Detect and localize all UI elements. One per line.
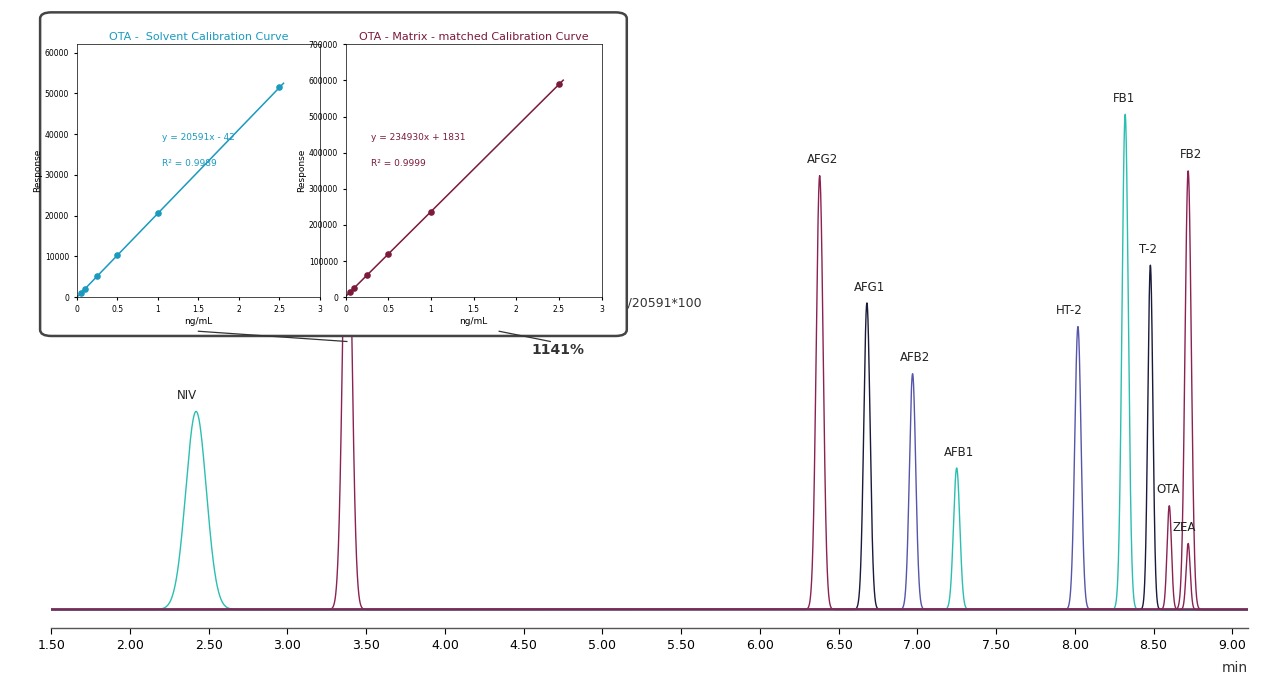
FancyBboxPatch shape bbox=[40, 12, 627, 336]
Text: R² = 0.9999: R² = 0.9999 bbox=[371, 158, 426, 168]
Text: min: min bbox=[1222, 661, 1248, 675]
Point bbox=[378, 249, 398, 260]
Y-axis label: Response: Response bbox=[33, 149, 42, 193]
X-axis label: ng/mL: ng/mL bbox=[184, 316, 212, 326]
Text: R² = 0.9989: R² = 0.9989 bbox=[161, 158, 216, 168]
Text: y = 234930x + 1831: y = 234930x + 1831 bbox=[371, 133, 466, 143]
Point bbox=[269, 82, 289, 93]
Text: AFB1: AFB1 bbox=[945, 445, 974, 458]
Text: AFG1: AFG1 bbox=[854, 281, 886, 294]
Point bbox=[339, 287, 360, 298]
Point bbox=[549, 79, 570, 90]
Point bbox=[74, 283, 95, 294]
Text: AFB2: AFB2 bbox=[900, 351, 931, 364]
Title: OTA - Matrix - matched Calibration Curve: OTA - Matrix - matched Calibration Curve bbox=[358, 32, 589, 42]
Text: DON: DON bbox=[334, 115, 362, 128]
Text: AFG2: AFG2 bbox=[808, 153, 838, 166]
Text: FB2: FB2 bbox=[1180, 148, 1202, 161]
Point bbox=[87, 271, 108, 282]
Title: OTA -  Solvent Calibration Curve: OTA - Solvent Calibration Curve bbox=[109, 32, 288, 42]
Point bbox=[108, 250, 128, 261]
Point bbox=[357, 270, 378, 281]
Text: ZEA: ZEA bbox=[1172, 521, 1196, 534]
Text: NIV: NIV bbox=[177, 389, 197, 402]
Y-axis label: Response: Response bbox=[297, 149, 306, 193]
Text: ME% = 234930/20591*100: ME% = 234930/20591*100 bbox=[531, 296, 703, 309]
Point bbox=[70, 288, 91, 298]
Point bbox=[421, 206, 442, 217]
Text: FB1: FB1 bbox=[1112, 92, 1135, 105]
Text: T-2: T-2 bbox=[1139, 242, 1157, 256]
Point bbox=[344, 283, 365, 294]
Text: 1141%: 1141% bbox=[531, 343, 585, 357]
X-axis label: ng/mL: ng/mL bbox=[460, 316, 488, 326]
Text: OTA: OTA bbox=[1157, 484, 1180, 497]
Text: HT-2: HT-2 bbox=[1056, 304, 1083, 317]
Point bbox=[147, 208, 168, 219]
Text: y = 20591x - 42: y = 20591x - 42 bbox=[161, 133, 234, 143]
